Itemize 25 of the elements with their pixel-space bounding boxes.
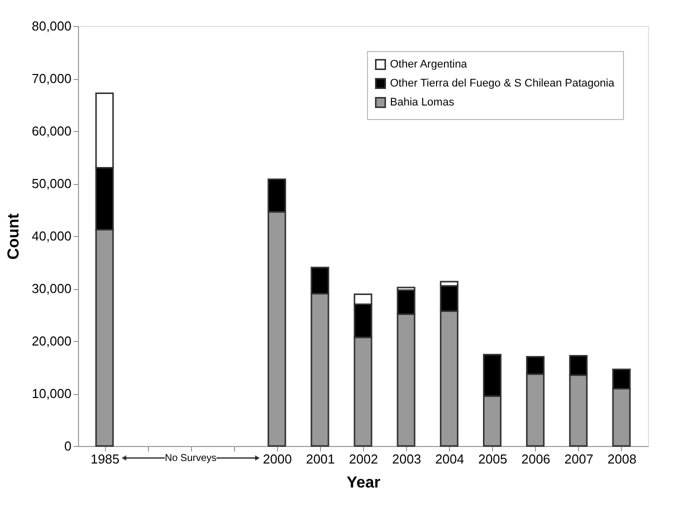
x-tick-label: 1985 xyxy=(90,452,120,466)
y-tick-label: 80,000 xyxy=(32,18,72,34)
y-tick-label: 0 xyxy=(64,438,72,454)
x-tick-label: 2008 xyxy=(608,452,636,466)
y-tick-label: 20,000 xyxy=(32,334,72,348)
y-tick-label: 40,000 xyxy=(32,228,72,244)
y-tick-label: 50,000 xyxy=(32,176,72,191)
y-tick-label: 70,000 xyxy=(32,71,72,86)
x-axis-title: Year xyxy=(346,474,380,492)
x-tick-label: 2007 xyxy=(564,452,594,466)
legend-label: Other Tierra del Fuego & S Chilean Patagonia xyxy=(390,78,616,90)
x-tick-label: 2005 xyxy=(478,452,508,466)
y-tick-label: 30,000 xyxy=(32,281,72,296)
legend-label: Other Argentina xyxy=(390,58,468,70)
x-tick-label: 2001 xyxy=(306,452,335,466)
x-tick-label: 2006 xyxy=(521,452,550,466)
y-tick-label: 60,000 xyxy=(32,124,72,138)
text: No Surveys xyxy=(164,453,217,464)
y-tick-label: 10,000 xyxy=(32,386,72,401)
x-tick-label: 2003 xyxy=(392,452,422,466)
x-tick-label: 2002 xyxy=(349,452,378,466)
x-tick-label: 2004 xyxy=(435,452,464,466)
y-axis-title: Count xyxy=(6,212,23,260)
legend-label: Bahia Lomas xyxy=(390,96,455,108)
x-tick-label: 2000 xyxy=(262,452,292,466)
